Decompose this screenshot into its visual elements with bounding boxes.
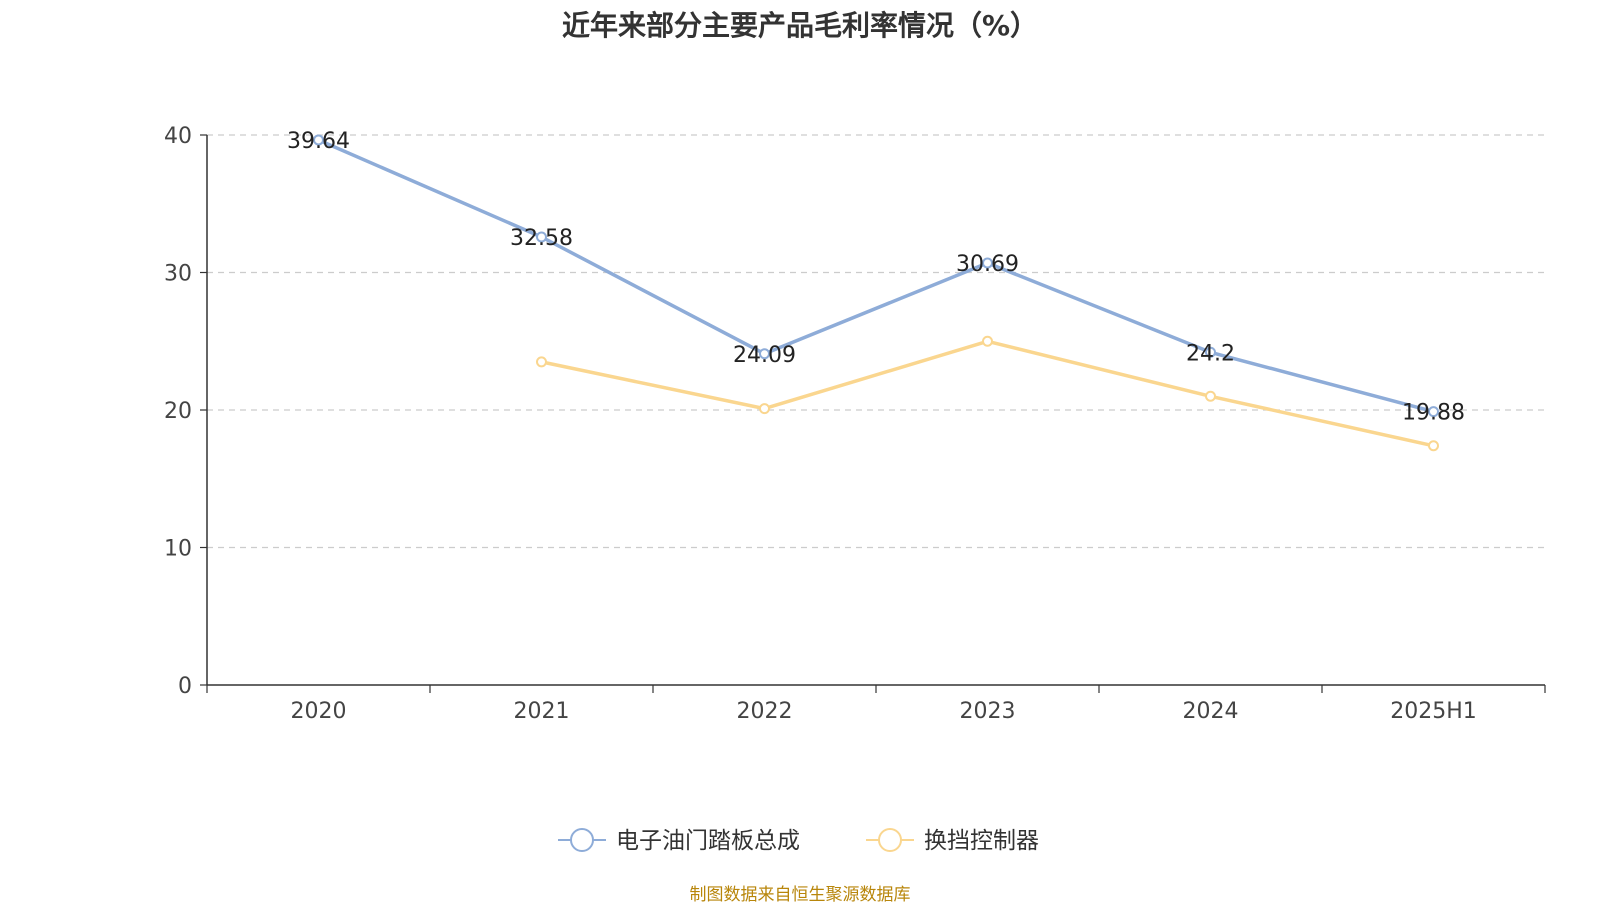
data-label: 24.2 [1186,341,1235,366]
y-tick-label: 10 [164,537,192,562]
data-point [1205,390,1216,402]
x-tick-label: 2025H1 [1390,699,1477,724]
x-tick-label: 2021 [514,699,570,724]
legend-marker [570,828,594,852]
chart-title: 近年来部分主要产品毛利率情况（%） [561,9,1039,42]
data-label: 32.58 [510,226,573,251]
x-tick-label: 2023 [960,699,1016,724]
series-line [541,339,1434,448]
data-point [759,348,770,360]
data-point [982,335,993,347]
data-label: 30.69 [956,252,1019,277]
data-point [536,356,547,368]
x-tick-label: 2020 [291,699,347,724]
data-point [1428,440,1439,452]
y-tick-label: 30 [164,262,192,287]
legend-label: 电子油门踏板总成 [616,828,800,854]
data-label: 24.09 [733,343,796,368]
legend-marker [878,828,902,852]
data-point [759,403,770,415]
data-point [313,134,324,146]
data-point [536,231,547,243]
data-label: 19.88 [1402,401,1465,426]
source-note: 制图数据来自恒生聚源数据库 [689,885,911,905]
series-line [317,138,1434,414]
data-point [1205,346,1216,358]
y-tick-label: 20 [164,399,192,424]
data-point [1428,406,1439,418]
x-tick-label: 2022 [737,699,793,724]
data-label: 39.64 [287,129,350,154]
x-tick-label: 2024 [1183,699,1239,724]
legend-label: 换挡控制器 [924,828,1039,854]
y-tick-label: 40 [164,124,192,149]
data-point [982,257,993,269]
y-tick-label: 0 [178,674,192,699]
